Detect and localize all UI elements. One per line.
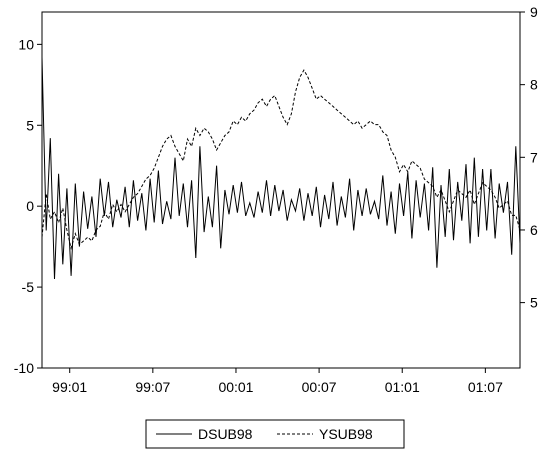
legend-label-ysub98: YSUB98 [319,426,373,442]
x-axis-tick-label: 99:01 [52,379,87,395]
left-axis-tick-label: 5 [26,117,34,133]
series-lines [41,57,521,280]
x-axis-tick-label: 00:07 [302,379,337,395]
series-line-ysub98 [41,69,521,251]
left-axis-tick-label: -5 [22,279,35,295]
left-axis-tick-label: 10 [18,36,34,52]
plot-area-frame [41,11,521,369]
x-axis-tick-label: 01:07 [468,379,503,395]
x-axis-tick-label: 99:07 [135,379,170,395]
x-axis-tick-label: 01:01 [385,379,420,395]
legend-label-dsub98: DSUB98 [198,426,253,442]
right-axis-tick-label: 8 [530,77,538,93]
legend: DSUB98 YSUB98 [145,419,405,449]
right-axis-tick-label: 9 [530,4,538,20]
series-line-dsub98 [41,57,521,280]
left-axis-tick-label: 0 [26,198,34,214]
left-axis-tick-label: -10 [14,360,34,376]
right-axis-tick-label: 6 [530,222,538,238]
right-axis-tick-label: 7 [530,149,538,165]
x-axis-tick-label: 00:01 [218,379,253,395]
right-axis-tick-label: 5 [530,295,538,311]
axis-ticks: 10 5 0 -5 -10 5 6 7 8 9 99:01 99:07 00:01 00:07 01:01 0… [14,4,538,395]
